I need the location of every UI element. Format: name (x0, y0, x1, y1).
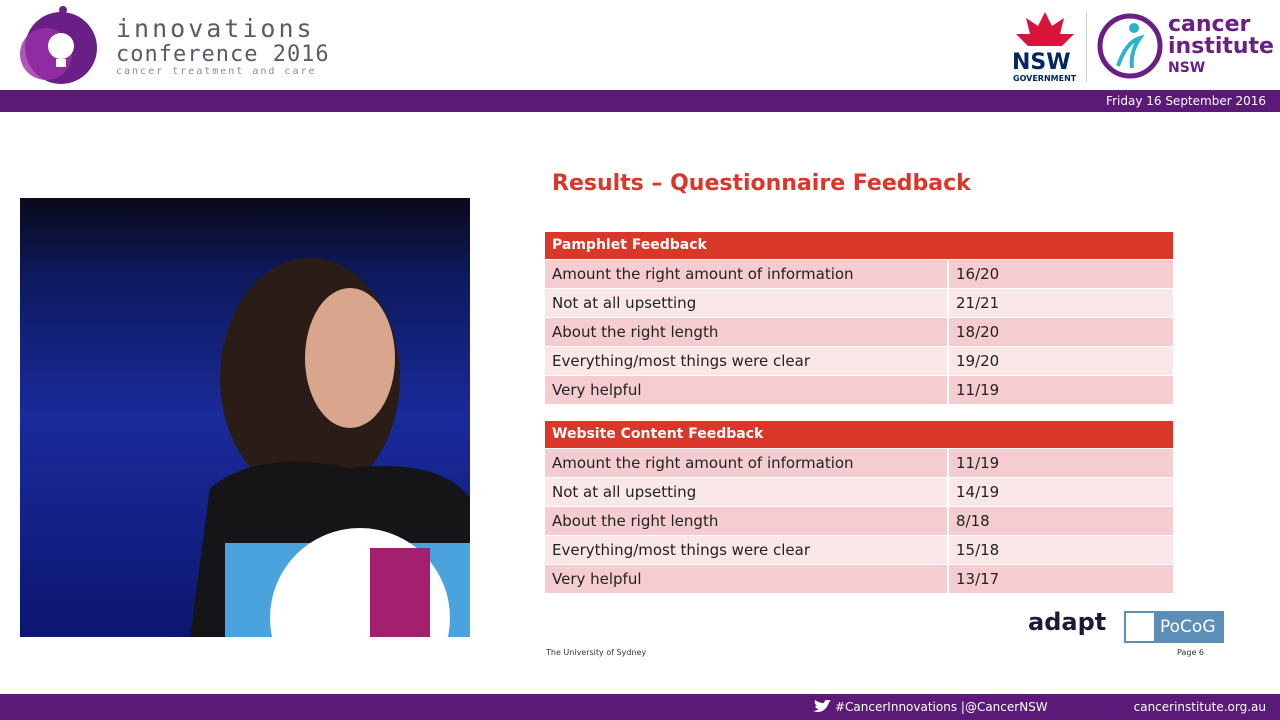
nsw-text: NSW (1012, 50, 1071, 75)
row-score: 14/19 (956, 483, 1000, 501)
conference-name: innovations (116, 14, 315, 43)
speaker-video (20, 198, 470, 637)
row-label: Very helpful (545, 565, 949, 593)
row-label: Amount the right amount of information (545, 260, 949, 288)
affiliation: The University of Sydney (546, 648, 647, 657)
adapt-logo: adapt (1028, 608, 1107, 636)
page-number: Page 6 (1177, 648, 1204, 657)
row-score: 19/20 (956, 352, 1000, 370)
row-score: 15/18 (956, 541, 1000, 559)
bottom-bar: #CancerInnovations |@CancerNSW cancerins… (0, 694, 1280, 720)
nsw-waratah (1016, 12, 1074, 46)
table-row: Everything/most things were clear 19/20 (545, 346, 1173, 375)
row-label: Very helpful (545, 376, 949, 404)
website: cancerinstitute.org.au (1133, 700, 1266, 714)
ci-line1: cancer (1168, 12, 1251, 37)
divider (1086, 12, 1087, 82)
table-header: Pamphlet Feedback (545, 232, 1173, 259)
cancer-institute-logo (1097, 13, 1163, 79)
row-label: About the right length (545, 318, 949, 346)
row-score: 21/21 (956, 294, 1000, 312)
row-label: Everything/most things were clear (545, 536, 949, 564)
table-row: About the right length 18/20 (545, 317, 1173, 346)
table-row: Not at all upsetting 14/19 (545, 477, 1173, 506)
date: Friday 16 September 2016 (1106, 94, 1266, 108)
pocog-text: PoCoG (1160, 617, 1216, 637)
table-header: Website Content Feedback (545, 421, 1173, 448)
row-label: Not at all upsetting (545, 289, 949, 317)
ci-line3: NSW (1168, 60, 1206, 76)
row-score: 13/17 (956, 570, 1000, 588)
conference-year: conference 2016 (116, 42, 330, 67)
row-label: Everything/most things were clear (545, 347, 949, 375)
video-frame (190, 258, 470, 637)
table-row: Amount the right amount of information 16… (545, 259, 1173, 288)
row-label: About the right length (545, 507, 949, 535)
table-row: Everything/most things were clear 15/18 (545, 535, 1173, 564)
top-bar: Friday 16 September 2016 (0, 90, 1280, 112)
twitter-icon (813, 700, 831, 712)
row-score: 16/20 (956, 265, 1000, 283)
row-score: 18/20 (956, 323, 1000, 341)
slide-title: Results – Questionnaire Feedback (552, 171, 971, 196)
table-row: Amount the right amount of information 11… (545, 448, 1173, 477)
pocog-logo: PoCoG (1124, 611, 1224, 643)
table-row: About the right length 8/18 (545, 506, 1173, 535)
row-score: 11/19 (956, 381, 1000, 399)
row-label: Amount the right amount of information (545, 449, 949, 477)
table-row: Very helpful 13/17 (545, 564, 1173, 593)
conference-tagline: cancer treatment and care (116, 66, 317, 77)
feedback-table: Pamphlet Feedback Amount the right amount… (545, 232, 1173, 404)
row-score: 11/19 (956, 454, 1000, 472)
row-score: 8/18 (956, 512, 990, 530)
feedback-table: Website Content Feedback Amount the right… (545, 421, 1173, 593)
nsw-government: GOVERNMENT (1013, 74, 1077, 83)
pocog-icon (1126, 613, 1154, 641)
table-row: Not at all upsetting 21/21 (545, 288, 1173, 317)
ci-line2: institute (1168, 34, 1274, 59)
row-label: Not at all upsetting (545, 478, 949, 506)
social-handles: #CancerInnovations |@CancerNSW (835, 700, 1048, 714)
table-row: Very helpful 11/19 (545, 375, 1173, 404)
conference-logo (20, 6, 97, 84)
